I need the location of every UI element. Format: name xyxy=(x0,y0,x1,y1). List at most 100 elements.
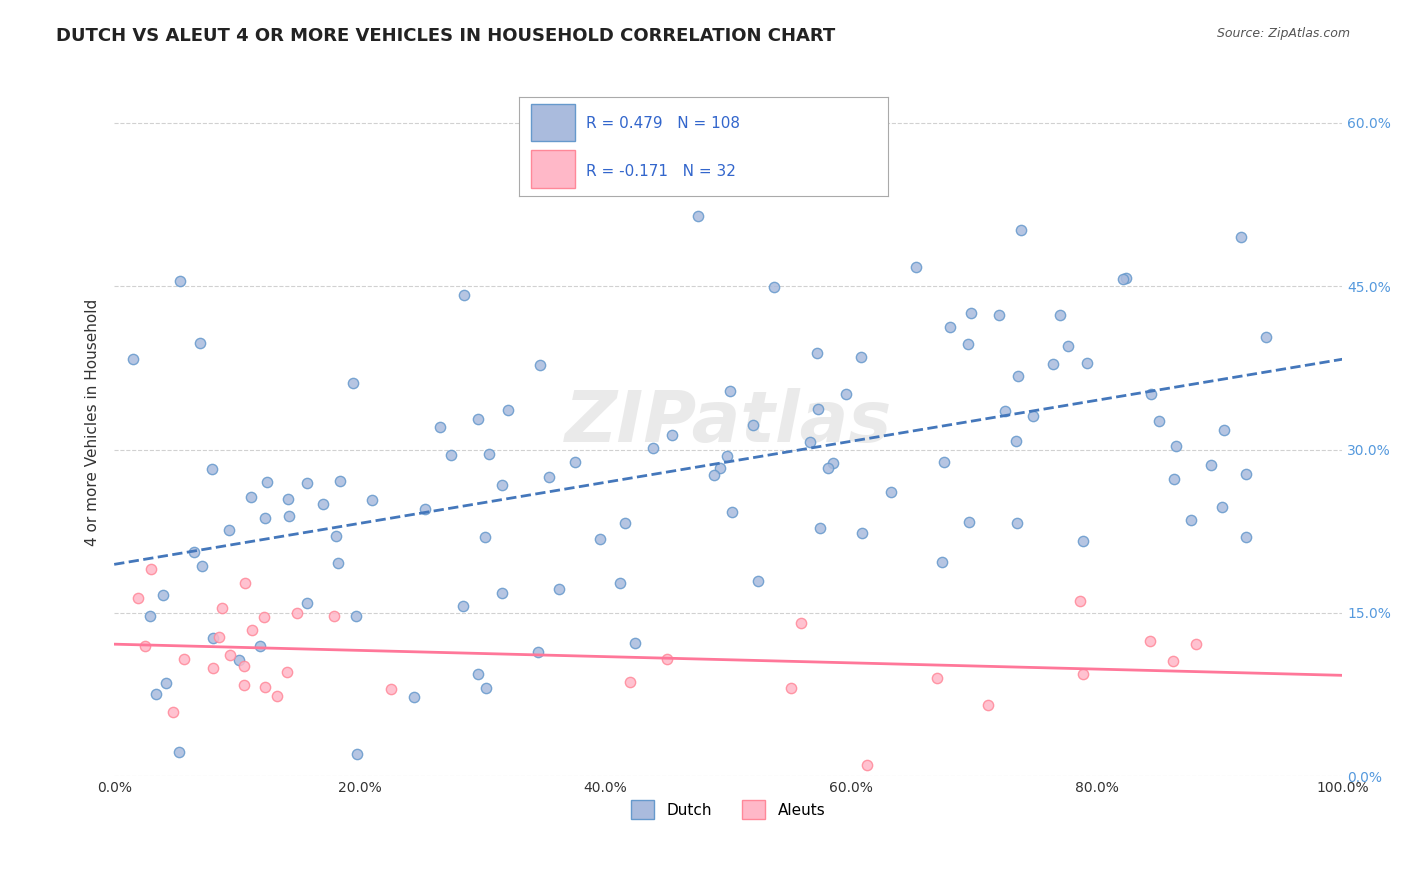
Point xyxy=(641,441,664,455)
Point xyxy=(721,505,744,519)
Point xyxy=(1005,516,1028,530)
Point xyxy=(121,351,143,366)
Text: Source: ZipAtlas.com: Source: ZipAtlas.com xyxy=(1216,27,1350,40)
Point xyxy=(931,555,953,569)
Point xyxy=(233,659,256,673)
Point xyxy=(709,461,731,475)
Point xyxy=(977,698,1000,712)
Point xyxy=(201,631,224,645)
Point xyxy=(139,562,162,576)
Point xyxy=(657,652,679,666)
Point xyxy=(467,666,489,681)
Point xyxy=(808,521,831,535)
Point xyxy=(256,475,278,489)
Point xyxy=(1071,666,1094,681)
Point xyxy=(1007,369,1029,384)
Point xyxy=(429,420,451,434)
Point xyxy=(1234,530,1257,544)
Point xyxy=(806,346,828,360)
Point xyxy=(152,588,174,602)
Text: DUTCH VS ALEUT 4 OR MORE VEHICLES IN HOUSEHOLD CORRELATION CHART: DUTCH VS ALEUT 4 OR MORE VEHICLES IN HOU… xyxy=(56,27,835,45)
Point xyxy=(440,448,463,462)
Point xyxy=(1076,356,1098,370)
Point xyxy=(451,599,474,613)
Point xyxy=(905,260,928,274)
Point xyxy=(806,402,828,417)
Point xyxy=(218,524,240,538)
Point xyxy=(1199,458,1222,472)
Point xyxy=(413,501,436,516)
Point xyxy=(218,648,240,662)
Point xyxy=(329,475,352,489)
Point xyxy=(619,674,641,689)
Point xyxy=(169,274,191,288)
Point xyxy=(799,434,821,449)
Point xyxy=(278,509,301,524)
Point xyxy=(1213,423,1236,437)
Point xyxy=(346,747,368,762)
Point xyxy=(716,449,738,463)
Point xyxy=(325,529,347,543)
Point xyxy=(498,402,520,417)
Point xyxy=(253,681,276,695)
Point xyxy=(380,681,402,696)
Point xyxy=(155,675,177,690)
Point xyxy=(1163,472,1185,486)
Point xyxy=(295,475,318,490)
Point xyxy=(987,308,1010,322)
Point xyxy=(780,681,803,695)
Point xyxy=(1149,414,1171,428)
Point xyxy=(127,591,149,606)
Point xyxy=(467,412,489,426)
Point xyxy=(994,404,1017,418)
Point xyxy=(188,335,211,350)
Point xyxy=(623,636,645,650)
Point xyxy=(1115,271,1137,285)
Point xyxy=(790,616,813,631)
Point xyxy=(1042,357,1064,371)
Point xyxy=(703,468,725,483)
Point xyxy=(201,462,224,476)
Point xyxy=(939,320,962,334)
Point xyxy=(1071,533,1094,548)
Point xyxy=(167,745,190,759)
Point xyxy=(1166,439,1188,453)
Point xyxy=(253,511,276,525)
Point xyxy=(1139,634,1161,648)
Point xyxy=(208,630,231,644)
Point xyxy=(527,645,550,659)
Point xyxy=(276,665,298,679)
Point xyxy=(718,384,741,399)
Point xyxy=(228,653,250,667)
Point xyxy=(173,652,195,666)
Point xyxy=(1010,223,1032,237)
Point xyxy=(183,545,205,559)
Point xyxy=(491,586,513,600)
Point xyxy=(661,428,683,442)
Point xyxy=(1056,339,1078,353)
Point xyxy=(1005,434,1028,448)
Text: ZIPatlas: ZIPatlas xyxy=(565,388,891,457)
Point xyxy=(956,336,979,351)
Point xyxy=(932,455,955,469)
Point xyxy=(925,671,948,685)
Point xyxy=(201,660,224,674)
Point xyxy=(312,497,335,511)
Legend: Dutch, Aleuts: Dutch, Aleuts xyxy=(626,794,831,825)
Y-axis label: 4 or more Vehicles in Household: 4 or more Vehicles in Household xyxy=(86,299,100,546)
Point xyxy=(328,557,350,571)
Point xyxy=(957,515,980,529)
Point xyxy=(685,148,707,162)
Point xyxy=(240,490,263,504)
Point xyxy=(478,446,501,460)
Point xyxy=(855,758,877,772)
Point xyxy=(1069,594,1091,608)
Point xyxy=(564,455,586,469)
Point xyxy=(491,477,513,491)
Point xyxy=(1180,513,1202,527)
Point xyxy=(538,470,561,484)
Point xyxy=(360,492,382,507)
Point xyxy=(253,610,276,624)
Point xyxy=(742,417,765,432)
Point xyxy=(614,516,637,530)
